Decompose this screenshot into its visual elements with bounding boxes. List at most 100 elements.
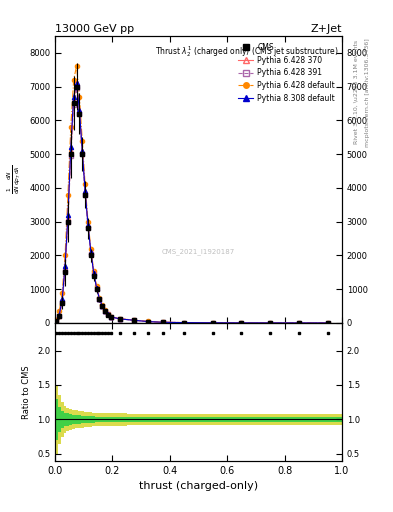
Pythia 6.428 370 xyxy=(108,314,113,320)
Pythia 6.428 391 xyxy=(211,319,215,326)
Pythia 6.428 370 xyxy=(71,97,76,103)
Pythia 6.428 391 xyxy=(77,111,82,117)
Text: Rivet 3.1.10, \u2265 3.1M events: Rivet 3.1.10, \u2265 3.1M events xyxy=(354,40,359,144)
Pythia 8.308 default xyxy=(160,319,165,325)
Pythia 6.428 391 xyxy=(66,219,70,225)
Pythia 6.428 default xyxy=(77,94,82,100)
Pythia 8.308 default xyxy=(268,320,273,326)
Pythia 6.428 370 xyxy=(146,318,151,325)
Pythia 6.428 default xyxy=(106,311,110,317)
Pythia 6.428 default xyxy=(97,295,102,301)
Pythia 8.308 default xyxy=(117,316,122,322)
Pythia 8.308 default xyxy=(94,285,99,291)
Text: Thrust $\lambda_{2}^{1}$ (charged only) (CMS jet substructure): Thrust $\lambda_{2}^{1}$ (charged only) … xyxy=(156,45,339,59)
Pythia 6.428 370 xyxy=(86,222,90,228)
Pythia 6.428 default xyxy=(268,320,273,326)
Pythia 6.428 370 xyxy=(57,312,62,318)
Pythia 8.308 default xyxy=(132,317,136,324)
Pythia 6.428 370 xyxy=(132,317,136,323)
Pythia 6.428 default xyxy=(325,320,330,326)
Pythia 6.428 391 xyxy=(268,320,273,326)
Line: Pythia 6.428 default: Pythia 6.428 default xyxy=(54,64,330,325)
Pythia 8.308 default xyxy=(103,308,108,314)
Pythia 6.428 391 xyxy=(54,318,59,325)
Pythia 8.308 default xyxy=(146,318,151,325)
Pythia 6.428 370 xyxy=(239,320,244,326)
Pythia 6.428 391 xyxy=(146,318,151,325)
Pythia 6.428 default xyxy=(160,319,165,325)
Pythia 6.428 391 xyxy=(68,153,73,159)
Pythia 6.428 391 xyxy=(74,85,79,91)
Pythia 8.308 default xyxy=(71,94,76,100)
Pythia 6.428 370 xyxy=(100,303,105,309)
Pythia 6.428 default xyxy=(92,268,96,274)
Pythia 6.428 default xyxy=(100,303,105,309)
Pythia 6.428 default xyxy=(71,77,76,83)
Pythia 8.308 default xyxy=(66,212,70,218)
Pythia 6.428 370 xyxy=(60,298,64,304)
Pythia 6.428 370 xyxy=(106,311,110,317)
Pythia 8.308 default xyxy=(239,320,244,326)
Pythia 6.428 391 xyxy=(297,320,301,326)
Pythia 6.428 370 xyxy=(63,266,68,272)
Pythia 6.428 default xyxy=(103,307,108,313)
Pythia 6.428 default xyxy=(88,246,93,252)
Pythia 6.428 391 xyxy=(83,191,88,198)
Pythia 6.428 391 xyxy=(108,314,113,320)
Pythia 6.428 391 xyxy=(160,319,165,325)
Pythia 8.308 default xyxy=(86,222,90,228)
Pythia 8.308 default xyxy=(60,296,64,303)
Pythia 6.428 391 xyxy=(182,319,187,326)
Pythia 8.308 default xyxy=(108,314,113,320)
Pythia 8.308 default xyxy=(211,319,215,326)
Pythia 6.428 370 xyxy=(97,295,102,302)
Pythia 6.428 370 xyxy=(297,320,301,326)
Y-axis label: Ratio to CMS: Ratio to CMS xyxy=(22,365,31,419)
Pythia 6.428 370 xyxy=(54,318,59,325)
Pythia 6.428 default xyxy=(60,289,64,295)
Text: Z+Jet: Z+Jet xyxy=(310,24,342,34)
Pythia 6.428 370 xyxy=(103,308,108,314)
Pythia 6.428 370 xyxy=(117,316,122,322)
Pythia 6.428 370 xyxy=(325,320,330,326)
Pythia 6.428 default xyxy=(83,181,88,187)
Line: Pythia 6.428 370: Pythia 6.428 370 xyxy=(54,81,330,325)
Pythia 8.308 default xyxy=(80,147,84,154)
Pythia 6.428 391 xyxy=(100,303,105,309)
Pythia 6.428 default xyxy=(108,313,113,319)
Pythia 6.428 default xyxy=(74,63,79,69)
Pythia 6.428 370 xyxy=(160,319,165,325)
Line: Pythia 8.308 default: Pythia 8.308 default xyxy=(54,81,330,325)
Pythia 6.428 391 xyxy=(80,151,84,157)
Pythia 8.308 default xyxy=(74,80,79,86)
Pythia 8.308 default xyxy=(63,263,68,269)
Pythia 8.308 default xyxy=(54,318,59,324)
Pythia 6.428 default xyxy=(211,319,215,326)
Text: CMS_2021_I1920187: CMS_2021_I1920187 xyxy=(162,248,235,254)
Pythia 6.428 370 xyxy=(88,249,93,255)
Pythia 8.308 default xyxy=(297,320,301,326)
Y-axis label: $\frac{1}{\mathrm{d}N}\frac{\mathrm{d}N}{\mathrm{d}p_T\,\mathrm{d}\lambda}$: $\frac{1}{\mathrm{d}N}\frac{\mathrm{d}N}… xyxy=(6,165,24,194)
Pythia 6.428 370 xyxy=(80,147,84,154)
Pythia 6.428 default xyxy=(239,320,244,326)
Pythia 6.428 370 xyxy=(74,80,79,86)
Pythia 8.308 default xyxy=(100,303,105,309)
Pythia 6.428 default xyxy=(297,320,301,326)
Pythia 8.308 default xyxy=(88,249,93,255)
Pythia 6.428 391 xyxy=(86,225,90,231)
Text: 13000 GeV pp: 13000 GeV pp xyxy=(55,24,134,34)
Pythia 6.428 default xyxy=(63,252,68,259)
Pythia 6.428 391 xyxy=(325,320,330,326)
Pythia 6.428 391 xyxy=(92,271,96,277)
Pythia 6.428 391 xyxy=(88,251,93,257)
Pythia 6.428 391 xyxy=(132,317,136,324)
Pythia 6.428 default xyxy=(68,124,73,130)
Pythia 6.428 391 xyxy=(117,316,122,322)
Pythia 8.308 default xyxy=(57,311,62,317)
Pythia 8.308 default xyxy=(68,144,73,151)
Pythia 6.428 default xyxy=(146,318,151,325)
Line: Pythia 6.428 391: Pythia 6.428 391 xyxy=(54,86,330,325)
Pythia 8.308 default xyxy=(92,270,96,276)
Pythia 6.428 370 xyxy=(66,215,70,221)
X-axis label: thrust (charged-only): thrust (charged-only) xyxy=(139,481,258,491)
